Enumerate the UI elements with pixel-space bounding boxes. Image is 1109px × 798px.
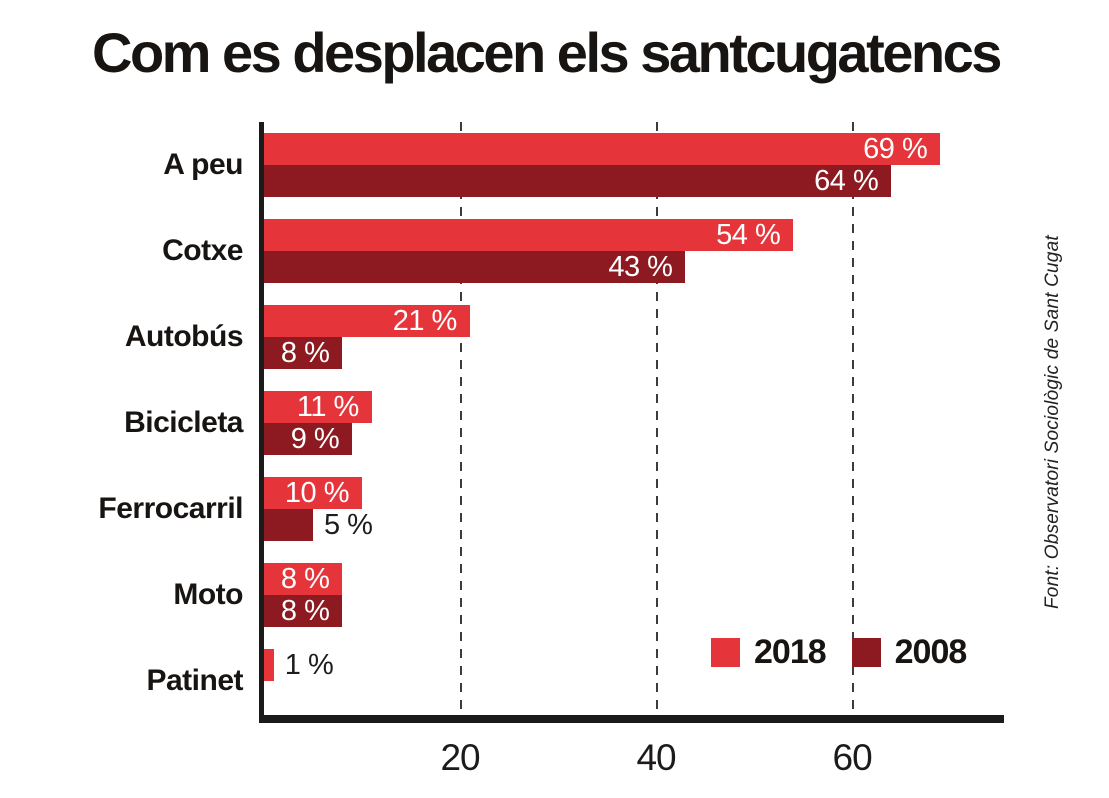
- category-label-cotxe: Cotxe: [162, 234, 243, 267]
- bar-group-autob-s: 21 % 8 %: [264, 305, 1004, 369]
- bar-2018-cotxe: 54 %: [264, 219, 794, 251]
- bar-2018-ferrocarril: 10 %: [264, 477, 362, 509]
- category-label-autob-s: Autobús: [124, 320, 244, 353]
- bar-2008-moto: 8 %: [264, 595, 343, 627]
- bar-group-bicicleta: 11 % 9 %: [264, 391, 1004, 455]
- bar-group-moto: 8 % 8 %: [264, 563, 1004, 627]
- value-label-2018-a-peu: 69 %: [863, 133, 928, 165]
- legend-item-2018: 2018: [711, 633, 827, 672]
- category-label-a-peu: A peu: [163, 148, 243, 181]
- chart-title: Com es desplacen els santcugatencs: [92, 21, 1002, 84]
- bar-group-a-peu: 69 % 64 %: [264, 133, 1004, 197]
- bar-2008-autob-s: 8 %: [264, 337, 343, 369]
- bar-2018-moto: 8 %: [264, 563, 343, 595]
- source-note: Font: Observatori Sociològic de Sant Cug…: [1042, 235, 1063, 610]
- value-label-2008-autob-s: 8 %: [280, 337, 330, 369]
- legend: 2018 2008: [711, 633, 968, 672]
- value-label-2018-moto: 8 %: [280, 563, 330, 595]
- bar-2008-cotxe: 43 %: [264, 251, 686, 283]
- legend-item-2008: 2008: [851, 633, 968, 672]
- value-label-2018-ferrocarril: 10 %: [284, 477, 350, 509]
- legend-label-2008: 2008: [894, 633, 968, 671]
- value-label-2008-moto: 8 %: [280, 595, 330, 627]
- gridline-20: [460, 122, 463, 715]
- bar-2008-a-peu: 64 %: [264, 165, 892, 197]
- x-tick-40: 40: [636, 737, 676, 778]
- category-label-moto: Moto: [173, 578, 243, 611]
- gridline-60: [852, 122, 855, 715]
- gridline-40: [656, 122, 659, 715]
- value-label-2018-cotxe: 54 %: [716, 219, 781, 251]
- bar-2018-a-peu: 69 %: [264, 133, 941, 165]
- value-label-2008-a-peu: 64 %: [814, 165, 879, 197]
- category-label-bicicleta: Bicicleta: [124, 406, 243, 439]
- bar-group-cotxe: 54 % 43 %: [264, 219, 1004, 283]
- value-label-2008-bicicleta: 9 %: [290, 423, 340, 455]
- bars-layer: 69 % 64 % 54 % 43 % 21 % 8 % 11 % 9 % 10 % 5 % 8 %…: [264, 122, 1004, 681]
- category-label-patinet: Patinet: [146, 664, 243, 697]
- legend-swatch-2008: [851, 638, 881, 667]
- x-tick-60: 60: [832, 737, 873, 778]
- category-label-ferrocarril: Ferrocarril: [98, 492, 243, 525]
- plot-area: 69 % 64 % 54 % 43 % 21 % 8 % 11 % 9 % 10 % 5 % 8 %…: [259, 122, 1004, 723]
- value-label-2008-cotxe: 43 %: [608, 251, 673, 283]
- bar-group-patinet: 1 %: [264, 649, 1004, 681]
- bar-2018-autob-s: 21 %: [264, 305, 470, 337]
- legend-label-2018: 2018: [754, 633, 827, 671]
- bar-2018-patinet: 1 %: [264, 649, 334, 681]
- bar-2008-bicicleta: 9 %: [264, 423, 353, 455]
- x-tick-20: 20: [440, 737, 480, 778]
- legend-swatch-2018: [711, 638, 740, 667]
- value-label-2008-ferrocarril: 5 %: [324, 509, 373, 541]
- bar-group-ferrocarril: 10 % 5 %: [264, 477, 1004, 541]
- value-label-2018-patinet: 1 %: [284, 649, 334, 681]
- bar-2008-ferrocarril: 5 %: [264, 509, 373, 541]
- value-label-2018-autob-s: 21 %: [392, 305, 458, 337]
- value-label-2018-bicicleta: 11 %: [296, 391, 359, 423]
- bar-2018-bicicleta: 11 %: [264, 391, 372, 423]
